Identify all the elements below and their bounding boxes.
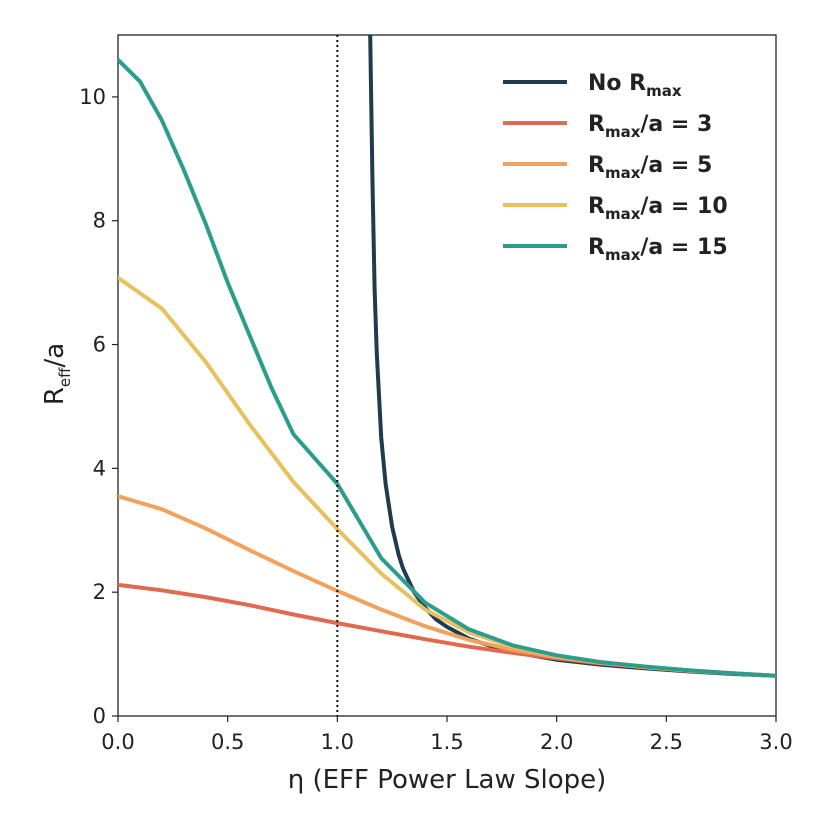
x-tick-label: 3.0 [759, 730, 792, 754]
x-tick-label: 0.5 [211, 730, 244, 754]
series-line-2 [118, 582, 776, 678]
y-tick-label: 4 [93, 456, 106, 480]
x-tick-label: 2.5 [650, 730, 683, 754]
x-tick-label: 0.0 [101, 730, 134, 754]
x-tick-label: 2.0 [540, 730, 573, 754]
y-axis-title-rest: /a [40, 343, 70, 368]
y-axis-title-sub: eff [56, 367, 74, 387]
y-tick-label: 8 [93, 209, 106, 233]
series-line-5 [118, 57, 776, 678]
y-tick-label: 2 [93, 580, 106, 604]
series-line-3 [118, 494, 776, 678]
y-axis-title-main: R [40, 387, 70, 405]
legend-label-2: Rmax/a = 3 [588, 112, 712, 141]
legend-label-5: Rmax/a = 15 [588, 235, 728, 264]
x-axis-title: η (EFF Power Law Slope) [288, 765, 607, 795]
series-line-1 [368, 35, 776, 678]
y-tick-label: 0 [93, 704, 106, 728]
y-axis-title: Reff/a [40, 343, 74, 405]
y-tick-label: 6 [93, 333, 106, 357]
legend-label-1: No Rmax [588, 71, 682, 100]
y-tick-label: 10 [79, 85, 106, 109]
legend-label-3: Rmax/a = 5 [588, 153, 712, 182]
x-tick-label: 1.0 [321, 730, 354, 754]
legend-label-4: Rmax/a = 10 [588, 194, 728, 223]
x-tick-label: 1.5 [430, 730, 463, 754]
legend: No Rmax Rmax/a = 3 Rmax/a = 5 Rmax/a = 10 Rm… [503, 71, 728, 264]
